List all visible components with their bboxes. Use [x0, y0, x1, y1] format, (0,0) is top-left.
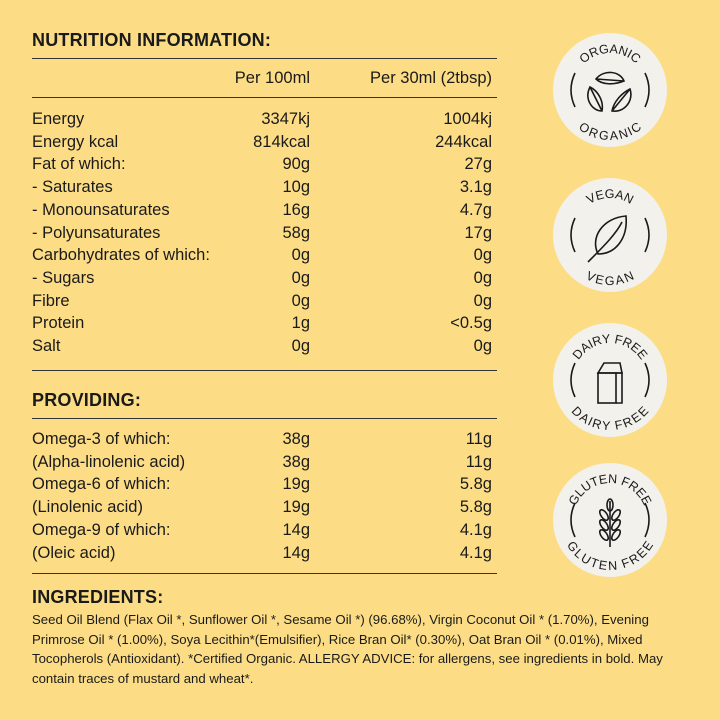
- table-row: Carbohydrates of which: 0g 0g: [32, 246, 492, 268]
- nutrient-label: Energy kcal: [32, 132, 119, 151]
- nutrient-label: Salt: [32, 337, 61, 355]
- value-per-100ml: 19g: [282, 475, 310, 494]
- value-per-30ml: 0g: [473, 337, 492, 355]
- table-row: Salt 0g 0g: [32, 337, 492, 359]
- table-row: - Sugars 0g 0g: [32, 269, 492, 291]
- value-per-30ml: 3.1g: [459, 178, 492, 197]
- column-headers: Per 100ml Per 30ml (2tbsp): [32, 69, 492, 91]
- value-per-30ml: 5.8g: [459, 475, 492, 494]
- wheat-icon: [570, 498, 650, 547]
- value-per-100ml: 0g: [291, 337, 310, 355]
- table-row: (Linolenic acid) 19g 5.8g: [32, 498, 492, 520]
- badge-label-top: VEGAN: [584, 187, 636, 207]
- column-header-30ml: Per 30ml (2tbsp): [370, 69, 492, 87]
- value-per-100ml: 38g: [282, 452, 310, 471]
- value-per-100ml: 38g: [282, 430, 310, 448]
- nutrient-label: Fat of which:: [32, 155, 126, 174]
- table-row: Energy kcal 814kcal 244kcal: [32, 133, 492, 155]
- value-per-30ml: 17g: [464, 223, 492, 242]
- milk-carton-icon: [570, 362, 650, 404]
- value-per-100ml: 10g: [282, 178, 310, 197]
- value-per-100ml: 1g: [291, 314, 310, 333]
- nutrient-label: Protein: [32, 314, 85, 333]
- table-row: (Alpha-linolenic acid) 38g 11g: [32, 453, 492, 475]
- nutrient-label: Carbohydrates of which:: [32, 246, 210, 265]
- three-leaves-icon: [570, 71, 650, 112]
- divider: [32, 97, 497, 98]
- nutrient-label: Energy: [32, 110, 85, 128]
- ingredients-text: Seed Oil Blend (Flax Oil *, Sunflower Oi…: [32, 612, 663, 686]
- table-row: Fat of which: 90g 27g: [32, 155, 492, 177]
- divider: [32, 573, 497, 574]
- value-per-30ml: 4.1g: [459, 543, 492, 562]
- value-per-30ml: 0g: [473, 268, 492, 287]
- value-per-100ml: 0g: [291, 246, 310, 265]
- nutrient-label: - Monounsaturates: [32, 200, 170, 219]
- value-per-30ml: 5.8g: [459, 498, 492, 517]
- leaf-icon: [570, 215, 650, 263]
- ingredients-title: INGREDIENTS:: [32, 587, 164, 607]
- value-per-30ml: 11g: [465, 452, 492, 471]
- divider: [32, 370, 497, 371]
- value-per-100ml: 58g: [282, 223, 310, 242]
- table-row: - Monounsaturates 16g 4.7g: [32, 201, 492, 223]
- nutrient-label: - Saturates: [32, 178, 113, 197]
- value-per-100ml: 16g: [282, 200, 310, 219]
- value-per-100ml: 19g: [282, 498, 310, 517]
- nutrient-label: Omega-3 of which:: [32, 430, 171, 448]
- value-per-30ml: 0g: [473, 291, 492, 310]
- divider: [32, 418, 497, 419]
- table-row: Fibre 0g 0g: [32, 292, 492, 314]
- value-per-100ml: 0g: [291, 291, 310, 310]
- value-per-30ml: 4.1g: [459, 520, 492, 539]
- value-per-100ml: 3347kj: [261, 110, 310, 128]
- nutrient-label: Omega-9 of which:: [32, 520, 171, 539]
- nutrient-label: - Polyunsaturates: [32, 223, 161, 242]
- nutrient-label: (Alpha-linolenic acid): [32, 452, 186, 471]
- badge-gluten-free: GLUTEN FREE GLUTEN FREE: [553, 463, 667, 577]
- value-per-100ml: 814kcal: [253, 132, 310, 151]
- nutrient-label: - Sugars: [32, 268, 95, 287]
- value-per-100ml: 14g: [282, 520, 310, 539]
- badge-dairy-free: DAIRY FREE DAIRY FREE: [553, 323, 667, 437]
- table-row: - Saturates 10g 3.1g: [32, 178, 492, 200]
- value-per-30ml: 0g: [473, 246, 492, 265]
- nutrient-label: (Linolenic acid): [32, 498, 143, 517]
- nutrition-title: NUTRITION INFORMATION:: [32, 30, 272, 50]
- value-per-100ml: 90g: [282, 155, 310, 174]
- nutrient-label: Fibre: [32, 291, 70, 310]
- table-row: Omega-9 of which: 14g 4.1g: [32, 521, 492, 543]
- badge-label-bottom: VEGAN: [584, 268, 636, 287]
- divider: [32, 58, 497, 59]
- providing-title: PROVIDING:: [32, 390, 142, 410]
- table-row: Protein 1g <0.5g: [32, 314, 492, 336]
- badge-label-bottom: ORGANIC: [576, 119, 643, 143]
- value-per-30ml: 4.7g: [459, 200, 492, 219]
- table-row: Energy 3347kj 1004kj: [32, 110, 492, 132]
- table-row: Omega-6 of which: 19g 5.8g: [32, 475, 492, 497]
- value-per-100ml: 0g: [291, 268, 310, 287]
- value-per-30ml: 11g: [465, 430, 492, 448]
- badge-vegan: VEGAN VEGAN: [553, 178, 667, 292]
- table-row: Omega-3 of which: 38g 11g: [32, 430, 492, 452]
- nutrient-label: Omega-6 of which:: [32, 475, 171, 494]
- nutrient-label: (Oleic acid): [32, 543, 116, 562]
- value-per-30ml: 244kcal: [435, 132, 492, 151]
- table-row: (Oleic acid) 14g 4.1g: [32, 544, 492, 566]
- table-row: - Polyunsaturates 58g 17g: [32, 224, 492, 246]
- value-per-100ml: 14g: [282, 543, 310, 562]
- value-per-30ml: 1004kj: [443, 110, 492, 128]
- value-per-30ml: 27g: [464, 155, 492, 174]
- badge-organic: ORGANIC ORGANIC: [553, 33, 667, 147]
- value-per-30ml: <0.5g: [450, 314, 492, 333]
- column-header-100ml: Per 100ml: [234, 69, 310, 87]
